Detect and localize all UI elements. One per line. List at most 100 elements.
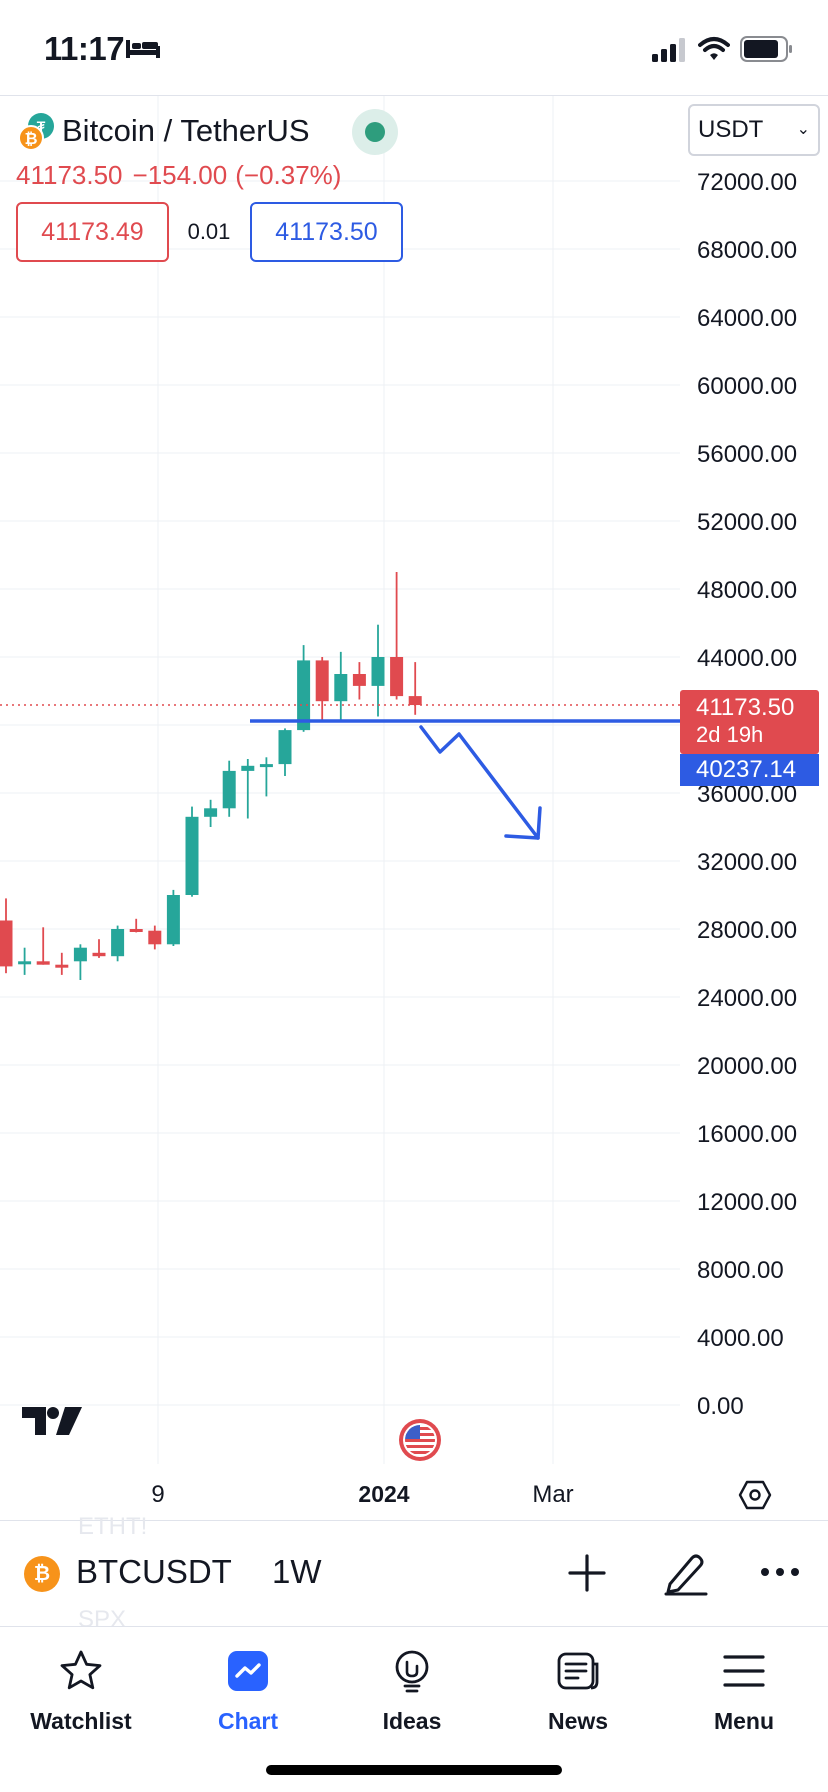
more-icon[interactable] — [758, 1560, 802, 1584]
lightbulb-icon — [395, 1650, 429, 1693]
price-axis-label: 24000.00 — [697, 985, 797, 1012]
nav-chart[interactable]: Chart — [173, 1636, 323, 1736]
price-summary: 41173.50 −154.00 (−0.37%) — [16, 160, 341, 191]
market-status-icon[interactable] — [352, 109, 398, 155]
candle-body — [334, 674, 348, 702]
candle-body — [278, 730, 292, 765]
price-axis: 72000.00 68000.00 64000.00 60000.00 56000.00… — [697, 169, 797, 1420]
candle — [371, 624, 385, 717]
currency-select[interactable]: USDT ⌄ — [688, 104, 820, 156]
interval-selector[interactable]: 1W — [272, 1553, 322, 1590]
candle-body — [352, 674, 366, 686]
price-axis-label: 72000.00 — [697, 169, 797, 196]
candle-body — [297, 660, 311, 731]
spread-value: 0.01 — [187, 219, 231, 244]
chart-settings-icon[interactable] — [738, 1478, 772, 1512]
news-icon — [557, 1652, 599, 1690]
candle-body — [222, 770, 236, 809]
bitcoin-coin-icon: ₿ — [24, 1556, 60, 1592]
bed-icon — [126, 40, 160, 58]
candle — [352, 662, 366, 700]
symbol-selector[interactable]: BTCUSDT — [76, 1553, 232, 1590]
candle-body — [92, 952, 106, 957]
candle-body — [148, 930, 162, 945]
price-axis-label: 48000.00 — [697, 577, 797, 604]
candle — [185, 806, 199, 897]
nav-label: Watchlist — [30, 1708, 132, 1734]
divider — [0, 1520, 828, 1521]
candle — [148, 925, 162, 950]
last-price: 41173.50 — [16, 160, 123, 190]
candle-body — [390, 657, 404, 697]
price-axis-label: 28000.00 — [697, 917, 797, 944]
candle — [334, 651, 348, 722]
candle-body — [315, 660, 329, 702]
price-axis-label: 8000.00 — [697, 1257, 784, 1284]
divider — [0, 1626, 828, 1627]
price-axis-label: 32000.00 — [697, 849, 797, 876]
cellular-signal-icon — [652, 38, 685, 62]
last-price-tag-value: 41173.50 — [696, 694, 795, 721]
nav-label: News — [547, 1708, 609, 1734]
bitcoin-coin-icon: ₿ — [18, 125, 44, 151]
nav-news[interactable]: News — [503, 1636, 653, 1736]
sell-button[interactable]: 41173.49 — [16, 202, 169, 262]
wifi-icon — [698, 37, 730, 60]
candles — [0, 572, 422, 980]
candle-body — [259, 764, 273, 768]
price-axis-label: 16000.00 — [697, 1121, 797, 1148]
chart-icon — [228, 1651, 268, 1691]
price-axis-label: 52000.00 — [697, 509, 797, 536]
price-chart[interactable]: 72000.00 68000.00 64000.00 60000.00 56000.00… — [0, 96, 828, 1520]
add-icon[interactable] — [566, 1552, 608, 1594]
next-symbol-hint: ETHT! — [78, 1513, 148, 1540]
symbol-title: Bitcoin / TetherUS — [62, 113, 310, 148]
candle — [55, 952, 69, 975]
price-axis-label: 56000.00 — [697, 441, 797, 468]
nav-label: Ideas — [382, 1708, 442, 1734]
candle — [297, 645, 311, 732]
candle — [408, 662, 422, 715]
price-axis-label: 0.00 — [697, 1393, 744, 1420]
us-flag-event-icon[interactable] — [398, 1418, 442, 1462]
price-change: −154.00 — [132, 160, 228, 190]
tradingview-logo-icon — [22, 1407, 82, 1435]
nav-watchlist[interactable]: Watchlist — [6, 1636, 156, 1736]
candle — [390, 572, 404, 700]
chart-grid — [0, 96, 680, 1464]
status-divider — [0, 95, 828, 96]
drawing-tools-icon[interactable] — [662, 1550, 708, 1596]
candle — [129, 918, 143, 933]
candle — [241, 759, 255, 819]
candle-body — [185, 816, 199, 895]
price-axis-label: 44000.00 — [697, 645, 797, 672]
candle — [259, 757, 273, 797]
price-axis-label: 68000.00 — [697, 237, 797, 264]
candle — [315, 657, 329, 720]
home-indicator[interactable] — [266, 1765, 562, 1775]
time-axis-label: 2024 — [358, 1481, 409, 1507]
candle — [0, 898, 13, 974]
nav-menu[interactable]: Menu — [669, 1636, 819, 1736]
last-price-tag: 41173.50 2d 19h — [680, 690, 819, 754]
symbol-logo: ₮ ₿ — [16, 111, 56, 151]
drawings — [0, 704, 680, 840]
candle-body — [408, 696, 422, 706]
price-axis-label: 12000.00 — [697, 1189, 797, 1216]
candle — [92, 939, 106, 958]
candle — [18, 947, 32, 975]
candle — [73, 944, 87, 980]
horizontal-line-price-tag: 40237.14 — [680, 754, 819, 786]
symbol-header[interactable]: ₮ ₿ Bitcoin / TetherUS — [16, 108, 310, 154]
candle-body — [36, 961, 50, 965]
nav-ideas[interactable]: Ideas — [337, 1636, 487, 1736]
candle — [111, 925, 125, 962]
buy-button[interactable]: 41173.50 — [250, 202, 403, 262]
candle — [166, 889, 180, 946]
bar-countdown: 2d 19h — [696, 722, 764, 747]
chevron-down-icon: ⌄ — [796, 121, 810, 138]
nav-label: Chart — [217, 1708, 279, 1734]
candle — [278, 728, 292, 776]
nav-label: Menu — [713, 1708, 775, 1734]
candle — [222, 760, 236, 817]
